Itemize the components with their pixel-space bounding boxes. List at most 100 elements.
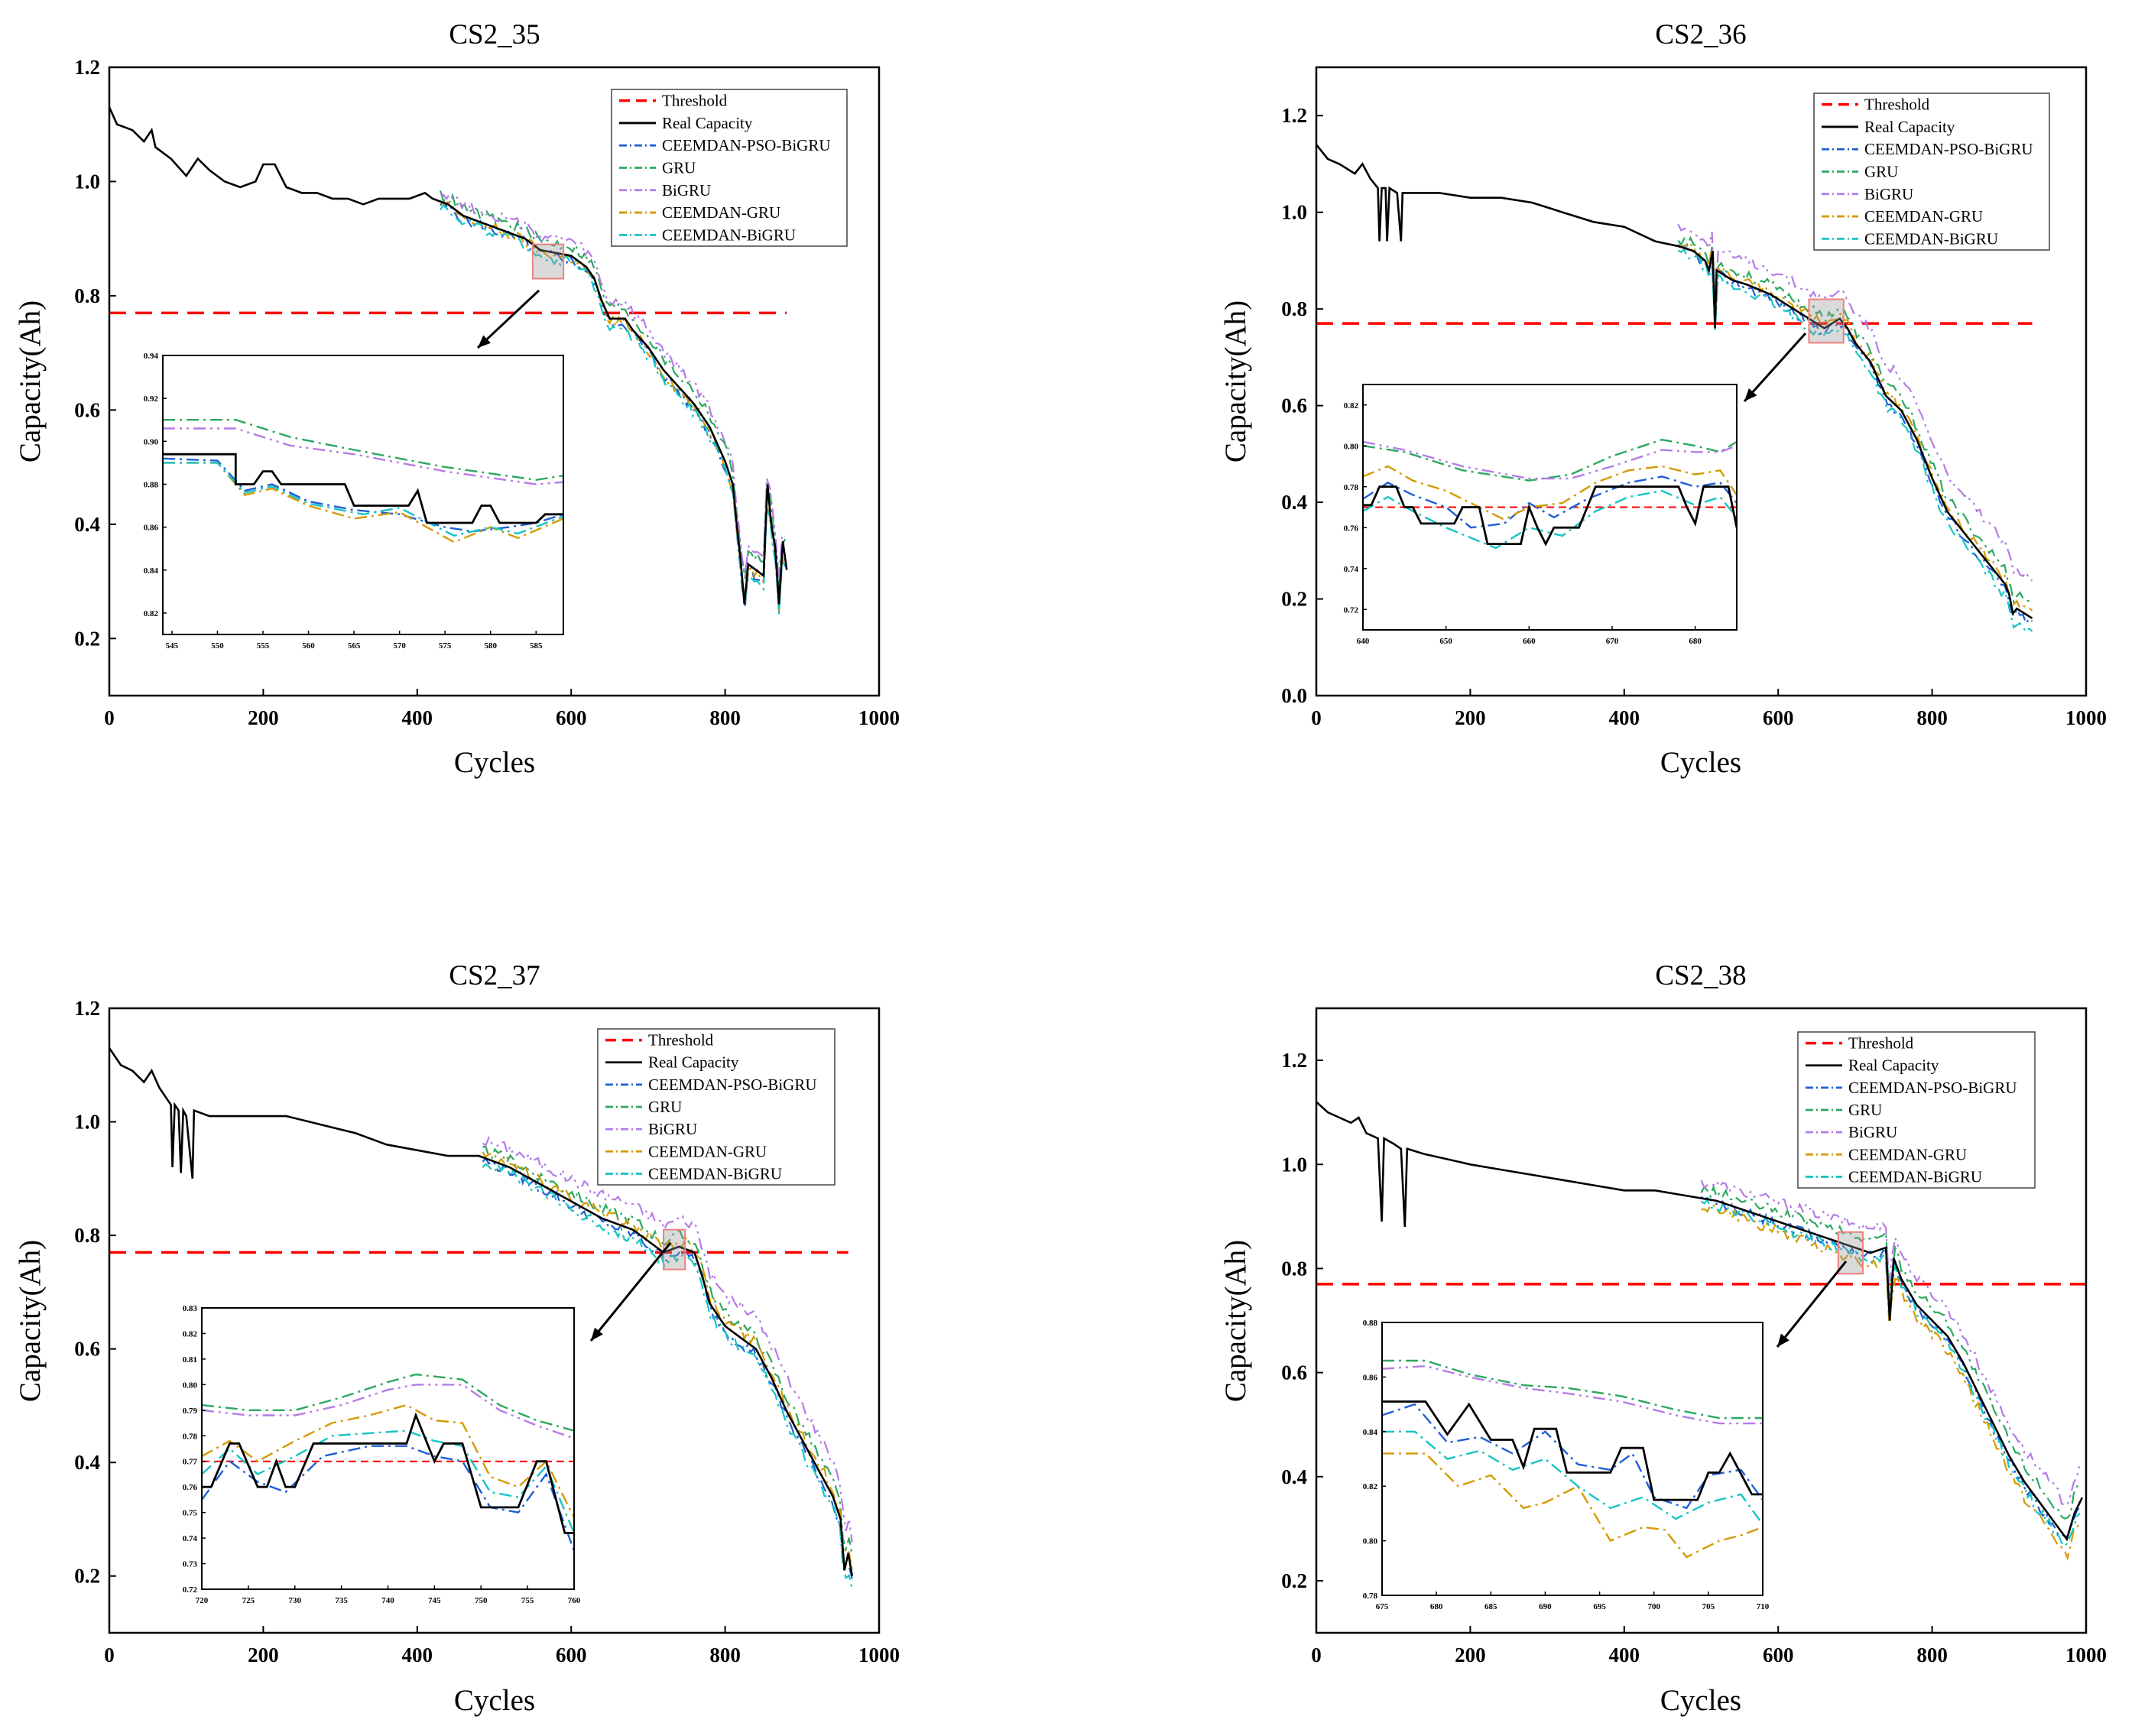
legend-box bbox=[597, 1028, 836, 1186]
zoom-arrow bbox=[1776, 1261, 1848, 1348]
y-tick-label: 0.0 bbox=[1281, 684, 1307, 707]
chart-panel-cs2_35: CS2_35 Cycles Capacity(Ah) 0 200 400 600 800 100… bbox=[14, 19, 900, 779]
inset-x-tick-label: 545 bbox=[166, 641, 179, 651]
inset-zoom-chart: 545 550 555 560 565 570 575 580 585 0.82 0.84 0.86 0… bbox=[144, 352, 564, 651]
inset-y-tick-label: 0.82 bbox=[1344, 401, 1359, 410]
inset-y-tick-label: 0.78 bbox=[183, 1432, 198, 1441]
x-tick-label: 800 bbox=[1916, 706, 1948, 729]
inset-zoom-chart: 720 725 730 735 740 745 750 755 760 0.72 0.73 0.74 0… bbox=[183, 1304, 581, 1605]
y-tick-label: 0.8 bbox=[74, 284, 100, 307]
y-tick-label: 0.4 bbox=[74, 513, 100, 536]
inset-y-tick-label: 0.92 bbox=[144, 394, 159, 404]
series-line-bigru bbox=[1677, 223, 2033, 582]
y-axis-label: Capacity(Ah) bbox=[1219, 1240, 1252, 1402]
inset-x-tick-label: 725 bbox=[242, 1596, 255, 1605]
series-line-gru bbox=[1700, 1184, 2081, 1520]
inset-y-tick-label: 0.80 bbox=[183, 1381, 198, 1390]
inset-x-tick-label: 570 bbox=[393, 641, 406, 651]
x-tick-label: 200 bbox=[1455, 706, 1486, 729]
x-tick-label: 600 bbox=[556, 706, 587, 729]
inset-x-tick-label: 550 bbox=[211, 641, 224, 651]
inset-y-tick-label: 0.76 bbox=[183, 1483, 198, 1492]
y-tick-label: 1.2 bbox=[74, 56, 100, 79]
x-tick-label: 800 bbox=[709, 1644, 741, 1666]
inset-series-line-ceemdan-gru bbox=[1382, 1452, 1763, 1559]
inset-x-tick-label: 685 bbox=[1484, 1602, 1497, 1611]
x-tick-label: 400 bbox=[1609, 706, 1640, 729]
inset-y-tick-label: 0.82 bbox=[144, 609, 159, 618]
inset-y-tick-label: 0.79 bbox=[183, 1407, 198, 1416]
y-tick-label: 0.2 bbox=[1281, 588, 1307, 611]
inset-series-line-ceemdan-pso-bigru bbox=[1382, 1403, 1763, 1510]
x-axis-label: Cycles bbox=[1660, 1684, 1741, 1717]
x-tick-label: 800 bbox=[1916, 1644, 1948, 1666]
inset-frame bbox=[1381, 1322, 1763, 1596]
x-tick-label: 0 bbox=[104, 706, 115, 729]
series-line-ceemdan-gru bbox=[440, 200, 787, 612]
inset-y-tick-label: 0.72 bbox=[183, 1585, 198, 1595]
zoom-arrow bbox=[476, 289, 540, 349]
inset-x-tick-label: 755 bbox=[521, 1596, 534, 1605]
inset-series-line-ceemdan-bigru bbox=[202, 1429, 574, 1533]
inset-zoom-chart: 675 680 685 690 695 700 705 710 0.78 0.80 0.82 0.84… bbox=[1363, 1319, 1770, 1611]
legend: Threshold Real Capacity CEEMDAN-PSO-BiGRU G… bbox=[1813, 92, 2050, 251]
chart-panel-cs2_36: CS2_36 Cycles Capacity(Ah) 0 200 400 600 800 100… bbox=[1219, 19, 2107, 779]
legend-entry: CEEMDAN-GRU bbox=[1848, 1145, 1967, 1163]
legend-entry: CEEMDAN-BiGRU bbox=[1864, 229, 1998, 248]
inset-y-tick-label: 0.76 bbox=[1344, 524, 1359, 533]
y-tick-label: 0.6 bbox=[74, 398, 100, 421]
legend-entry: Threshold bbox=[648, 1031, 714, 1050]
inset-x-tick-label: 585 bbox=[530, 641, 543, 651]
x-tick-label: 800 bbox=[709, 706, 741, 729]
inset-x-tick-label: 750 bbox=[475, 1596, 488, 1605]
inset-x-tick-label: 695 bbox=[1593, 1602, 1606, 1611]
plot-frame bbox=[108, 66, 881, 697]
y-tick-label: 0.6 bbox=[74, 1338, 100, 1361]
inset-x-tick-label: 650 bbox=[1439, 637, 1452, 646]
x-tick-label: 400 bbox=[402, 706, 433, 729]
legend-entry: GRU bbox=[662, 159, 696, 177]
series-line-ceemdan-pso-bigru bbox=[440, 200, 787, 612]
inset-x-tick-label: 680 bbox=[1689, 637, 1702, 646]
x-tick-label: 1000 bbox=[2065, 1644, 2107, 1666]
legend-entry: GRU bbox=[1864, 163, 1898, 181]
legend-entry: Real Capacity bbox=[648, 1053, 739, 1072]
series-line-bigru bbox=[1700, 1180, 2081, 1507]
inset-real-capacity-line bbox=[1363, 485, 1737, 547]
inset-series-line-bigru bbox=[163, 427, 563, 485]
inset-y-tick-label: 0.74 bbox=[183, 1534, 198, 1543]
legend-entry: BiGRU bbox=[662, 181, 711, 200]
inset-y-tick-label: 0.82 bbox=[1363, 1482, 1378, 1491]
x-tick-label: 600 bbox=[1763, 1644, 1794, 1666]
x-tick-label: 0 bbox=[1311, 1644, 1322, 1666]
y-tick-label: 0.8 bbox=[1281, 297, 1307, 320]
legend-entry: BiGRU bbox=[1848, 1123, 1897, 1141]
inset-frame bbox=[201, 1307, 575, 1590]
inset-y-tick-label: 0.80 bbox=[1363, 1537, 1378, 1546]
real-capacity-line bbox=[108, 106, 788, 605]
inset-y-tick-label: 0.86 bbox=[144, 524, 159, 533]
inset-real-capacity-line bbox=[163, 453, 563, 524]
inset-y-tick-label: 0.72 bbox=[1344, 605, 1359, 615]
y-tick-label: 0.4 bbox=[1281, 491, 1307, 514]
inset-x-tick-label: 745 bbox=[428, 1596, 441, 1605]
plot-frame bbox=[1315, 1007, 2088, 1634]
inset-series-line-ceemdan-pso-bigru bbox=[1363, 475, 1737, 529]
inset-x-tick-label: 680 bbox=[1430, 1602, 1443, 1611]
inset-real-capacity-line bbox=[1382, 1400, 1763, 1501]
x-tick-label: 1000 bbox=[858, 706, 900, 729]
series-line-bigru bbox=[440, 193, 786, 578]
zoom-arrow bbox=[589, 1242, 672, 1342]
legend-box bbox=[611, 89, 848, 247]
zoom-arrow-head bbox=[478, 335, 491, 348]
zoom-arrow-head bbox=[1777, 1333, 1789, 1347]
legend: Threshold Real Capacity CEEMDAN-PSO-BiGRU G… bbox=[1797, 1031, 2036, 1189]
inset-y-tick-label: 0.84 bbox=[144, 566, 159, 576]
inset-y-tick-label: 0.78 bbox=[1363, 1592, 1378, 1601]
inset-y-tick-label: 0.84 bbox=[1363, 1428, 1378, 1437]
inset-x-tick-label: 730 bbox=[289, 1596, 302, 1605]
inset-x-tick-label: 565 bbox=[348, 641, 361, 651]
inset-x-tick-label: 690 bbox=[1539, 1602, 1552, 1611]
series-line-ceemdan-gru bbox=[482, 1151, 853, 1571]
inset-series-line-gru bbox=[1382, 1359, 1763, 1420]
